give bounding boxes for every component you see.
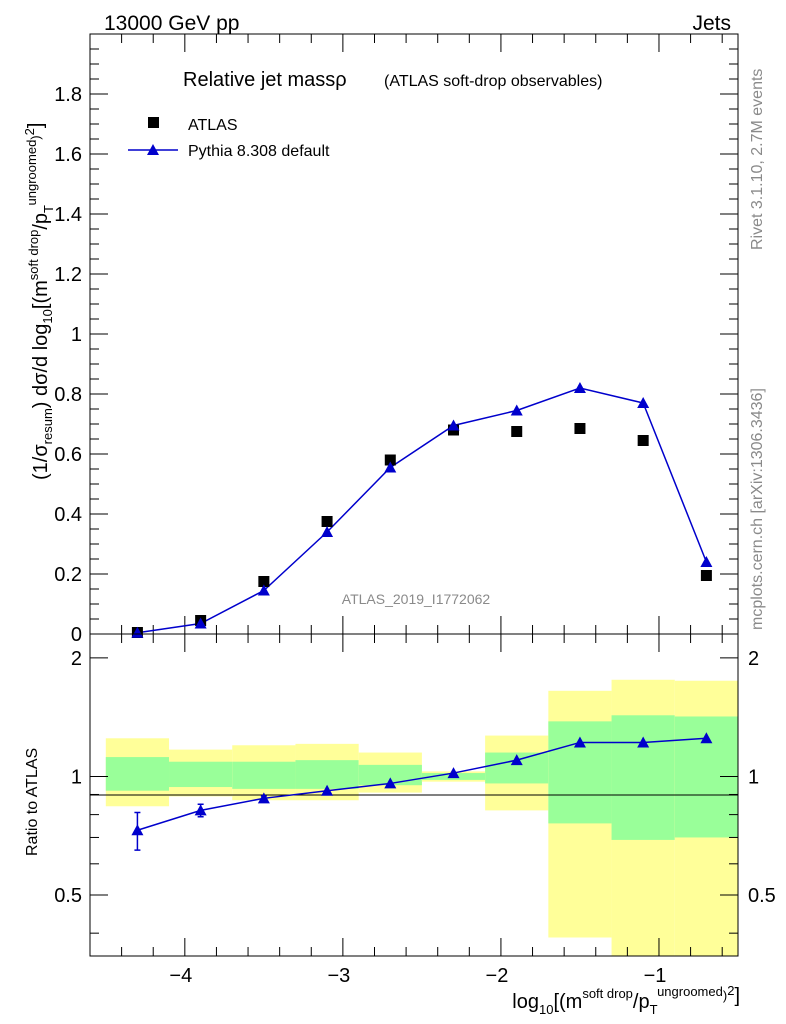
plot-title: Relative jet massρ xyxy=(183,69,347,91)
main-y-tick-label: 0.4 xyxy=(54,504,82,526)
header-left: 13000 GeV pp xyxy=(104,12,239,35)
ratio-mc-point xyxy=(131,824,144,836)
ratio-x-ticks: −4 −3 −2 −1 xyxy=(89,634,723,987)
ratio-uncertainty-bands xyxy=(105,679,738,956)
analysis-watermark: ATLAS_2019_I1772062 xyxy=(342,591,491,607)
ratio-mc-line xyxy=(137,737,707,831)
main-x-ticks xyxy=(89,34,723,634)
main-y-tick-label: 1 xyxy=(71,324,82,346)
x-axis-label: log10[(msoft drop/pTungroomed)2] xyxy=(512,983,740,1017)
ratio-mc-point xyxy=(637,736,650,748)
ratio-y-tick-label: 1 xyxy=(71,766,82,788)
ratio-band-inner xyxy=(169,761,233,788)
plot-subtitle: (ATLAS soft-drop observables) xyxy=(384,73,602,90)
mc-point xyxy=(131,626,144,638)
ratio-mc-point xyxy=(510,754,523,766)
legend-mc-marker xyxy=(147,144,159,155)
mc-point xyxy=(510,404,523,416)
ratio-mc-point xyxy=(257,792,270,804)
ratio-band-inner xyxy=(232,761,296,789)
atlas-data-point xyxy=(511,426,523,437)
main-y-axis-label: (1/σresum) dσ/d log10[(msoft drop/pTungr… xyxy=(22,123,56,480)
atlas-data-point xyxy=(321,516,333,527)
rivet-label: Rivet 3.1.10, 2.7M events xyxy=(749,69,766,250)
mc-point xyxy=(384,461,397,473)
ratio-y-ticks: 0.5 0.5 1 1 2 2 xyxy=(54,648,776,934)
ratio-band-inner xyxy=(295,760,359,789)
main-panel: 0 0.2 0.4 0.6 0.8 1 1.2 1.4 1.6 1.8 Relative jet … xyxy=(22,33,739,646)
main-y-tick-label: 0.6 xyxy=(54,444,82,466)
svg-text:(1/σresum) dσ/d log10[(msoft d: (1/σresum) dσ/d log10[(msoft drop/pTungr… xyxy=(22,123,56,480)
main-y-tick-label: 1.8 xyxy=(54,84,82,106)
x-tick-label: −2 xyxy=(486,965,509,987)
x-tick-label: −4 xyxy=(169,965,192,987)
ratio-mc-point xyxy=(321,784,334,796)
svg-text:log10[(msoft drop/pTungroomed): log10[(msoft drop/pTungroomed)2] xyxy=(512,983,740,1017)
ratio-mc-point xyxy=(194,804,207,816)
mc-point xyxy=(257,584,270,596)
mcplots-label: mcplots.cern.ch [arXiv:1306.3436] xyxy=(749,388,766,630)
main-y-tick-label: 0.8 xyxy=(54,384,82,406)
ratio-y-tick-label-right: 2 xyxy=(748,648,759,670)
x-tick-label: −1 xyxy=(644,965,667,987)
ratio-band-inner xyxy=(105,757,170,791)
ratio-mc-point xyxy=(447,767,460,779)
ratio-mc-point xyxy=(700,732,713,744)
legend-data-label: ATLAS xyxy=(188,117,238,134)
ratio-y-tick-label: 2 xyxy=(71,648,82,670)
x-tick-label: −3 xyxy=(327,965,350,987)
mc-point xyxy=(321,526,334,537)
main-y-tick-label: 0 xyxy=(71,624,82,646)
main-y-tick-label: 0.2 xyxy=(54,564,82,586)
ratio-y-tick-label: 0.5 xyxy=(54,885,82,907)
ratio-y-tick-label-right: 1 xyxy=(748,766,759,788)
main-y-tick-label: 1.4 xyxy=(54,204,82,226)
ratio-mc-point xyxy=(384,777,397,789)
mc-point xyxy=(194,617,207,629)
mc-point xyxy=(573,382,586,393)
main-y-tick-label: 1.2 xyxy=(54,264,82,286)
ratio-y-axis-label: Ratio to ATLAS xyxy=(24,748,41,856)
mc-point xyxy=(447,419,460,431)
ratio-mc-point xyxy=(573,736,586,748)
atlas-data-point xyxy=(700,570,712,581)
ratio-y-tick-label-right: 0.5 xyxy=(748,885,776,907)
main-series xyxy=(131,382,713,638)
atlas-data-point xyxy=(637,435,649,446)
atlas-data-point xyxy=(258,576,270,587)
atlas-data-point xyxy=(574,423,586,434)
ratio-frame xyxy=(89,633,739,957)
ratio-panel: 0.5 0.5 1 1 2 2 −4 −3 −2 −1 Ratio to ATLAS xyxy=(24,633,776,987)
legend-mc-label: Pythia 8.308 default xyxy=(188,143,330,160)
header-right: Jets xyxy=(692,12,731,35)
atlas-data-point xyxy=(384,454,396,466)
ratio-band-inner xyxy=(611,715,675,840)
mc-point xyxy=(700,556,713,567)
legend-data-marker xyxy=(148,117,159,128)
main-y-ticks: 0 0.2 0.4 0.6 0.8 1 1.2 1.4 1.6 1.8 xyxy=(54,48,738,646)
main-y-tick-label: 1.6 xyxy=(54,144,82,166)
mc-point xyxy=(637,397,650,408)
ratio-series xyxy=(131,732,713,851)
mc-line xyxy=(137,387,708,634)
legend: ATLAS Pythia 8.308 default xyxy=(128,117,330,160)
